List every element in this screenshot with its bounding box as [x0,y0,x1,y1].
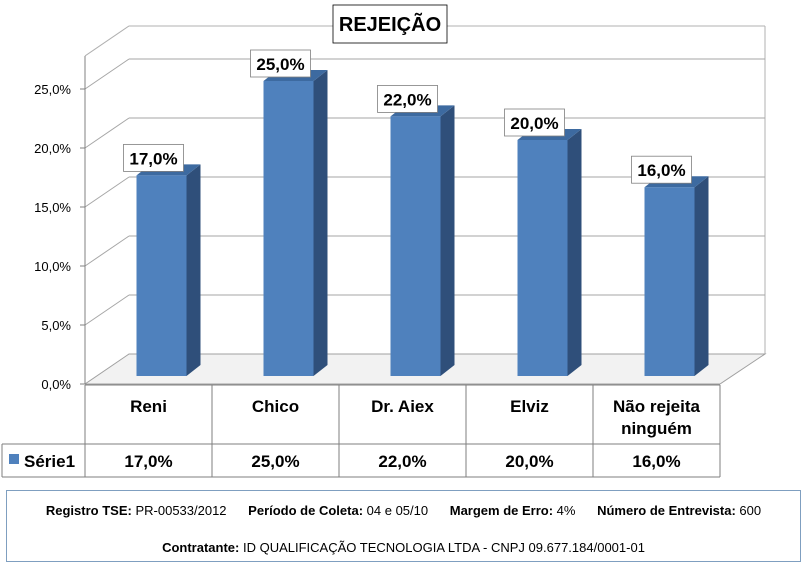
data-label: 22,0% [383,90,431,109]
data-table: Reni Chico Dr. Aiex Elviz Não rejeita ninguém… [1,384,721,478]
bar-side [694,176,709,376]
bars: 17,0% 25,0% 22,0% 20,0% 16,0% [123,49,709,377]
data-label: 17,0% [129,149,177,168]
legend-swatch [9,454,19,464]
y-tick-label: 25,0% [34,82,71,97]
margem-value: 4% [556,503,576,518]
bar-side [186,164,201,376]
data-label-box [631,155,692,184]
data-label-box [123,143,184,172]
periodo-value: 04 e 05/10 [366,503,429,518]
y-tick-label: 5,0% [41,318,71,333]
legend-label: Série1 [24,452,75,471]
data-label-box [377,85,438,113]
contratante-value: ID QUALIFICAÇÃO TECNOLOGIA LTDA - CNPJ 0… [242,540,645,555]
footer-line-2: Contratante: ID QUALIFICAÇÃO TECNOLOGIA … [7,540,800,555]
category-label: Chico [252,397,299,416]
table-value: 20,0% [505,452,553,471]
data-label: 25,0% [256,55,304,74]
registro-value: PR-00533/2012 [135,503,227,518]
chart-title-group: REJEIÇÃO [332,4,448,44]
bar [517,140,568,376]
gridline-depth [84,176,130,208]
footer-line-1: Registro TSE: PR-00533/2012 Período de C… [7,503,800,518]
margem-label: Margem de Erro: [449,503,554,518]
contratante-label: Contratante: [162,540,240,555]
bar-side [567,129,582,376]
entrevistas-value: 600 [739,503,762,518]
entrevistas-label: Número de Entrevista: [597,503,736,518]
category-label: Elviz [510,397,549,416]
table-value: 16,0% [632,452,680,471]
data-label: 16,0% [637,161,685,180]
chart-title: REJEIÇÃO [339,13,441,36]
category-label: ninguém [621,419,692,438]
table-value: 25,0% [251,452,299,471]
gridline-depth [84,294,130,326]
bar-side [313,70,328,376]
footer-info-box: Registro TSE: PR-00533/2012 Período de C… [6,490,801,562]
table-value: 22,0% [378,452,426,471]
bar-side [440,105,455,377]
category-label: Dr. Aiex [371,397,434,416]
side-wall-top-edge [84,25,130,57]
chart-title-box [332,4,448,44]
registro-label: Registro TSE: [45,503,132,518]
data-label-box [504,108,565,137]
gridline-depth [84,117,130,149]
y-tick-label: 15,0% [34,200,71,215]
table-value: 17,0% [124,452,172,471]
data-label-box [250,49,311,78]
gridline-depth [84,235,130,267]
y-tick-label: 0,0% [41,377,71,392]
y-tick-label: 10,0% [34,259,71,274]
gridline-depth [84,58,130,90]
chart: 0,0% 5,0% 10,0% 15,0% 20,0% 25,0% 17,0% 25,0% 2… [1,4,767,478]
category-label: Reni [130,397,167,416]
periodo-label: Período de Coleta: [248,503,364,518]
bar [263,81,314,376]
y-tick-label: 20,0% [34,141,71,156]
bar [644,187,695,376]
bar [390,116,441,377]
data-label: 20,0% [510,114,558,133]
bar [136,175,187,376]
category-label: Não rejeita [613,397,700,416]
